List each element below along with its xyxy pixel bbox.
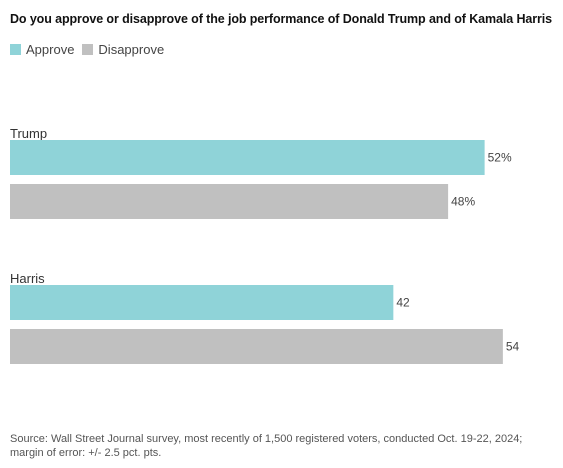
source-line-2: margin of error: +/- 2.5 pct. pts. (10, 447, 162, 459)
category-label-trump: Trump (10, 126, 47, 141)
legend-item-approve: Approve (10, 42, 74, 57)
source-line-1: Source: Wall Street Journal survey, most… (10, 433, 523, 445)
legend-label-disapprove: Disapprove (98, 42, 165, 57)
data-label-harris-disapprove: 54 (506, 340, 520, 354)
category-label-harris: Harris (10, 271, 45, 286)
legend-label-approve: Approve (26, 42, 75, 57)
legend: Approve Disapprove (10, 42, 172, 57)
legend-item-disapprove: Disapprove (82, 42, 164, 57)
bar-harris-disapprove (10, 329, 503, 364)
data-label-trump-disapprove: 48% (451, 195, 475, 209)
bar-trump-disapprove (10, 184, 449, 219)
bar-harris-approve (10, 285, 394, 320)
data-label-harris-approve: 42 (396, 296, 410, 310)
data-label-trump-approve: 52% (488, 151, 512, 165)
bar-trump-approve (10, 140, 485, 175)
chart-title: Do you approve or disapprove of the job … (10, 12, 552, 26)
bar-chart: Trump 52% 48% Harris 42 54 (10, 126, 520, 364)
legend-swatch-disapprove (82, 44, 94, 55)
source-note: Source: Wall Street Journal survey, most… (10, 432, 555, 460)
legend-swatch-approve (10, 44, 21, 55)
